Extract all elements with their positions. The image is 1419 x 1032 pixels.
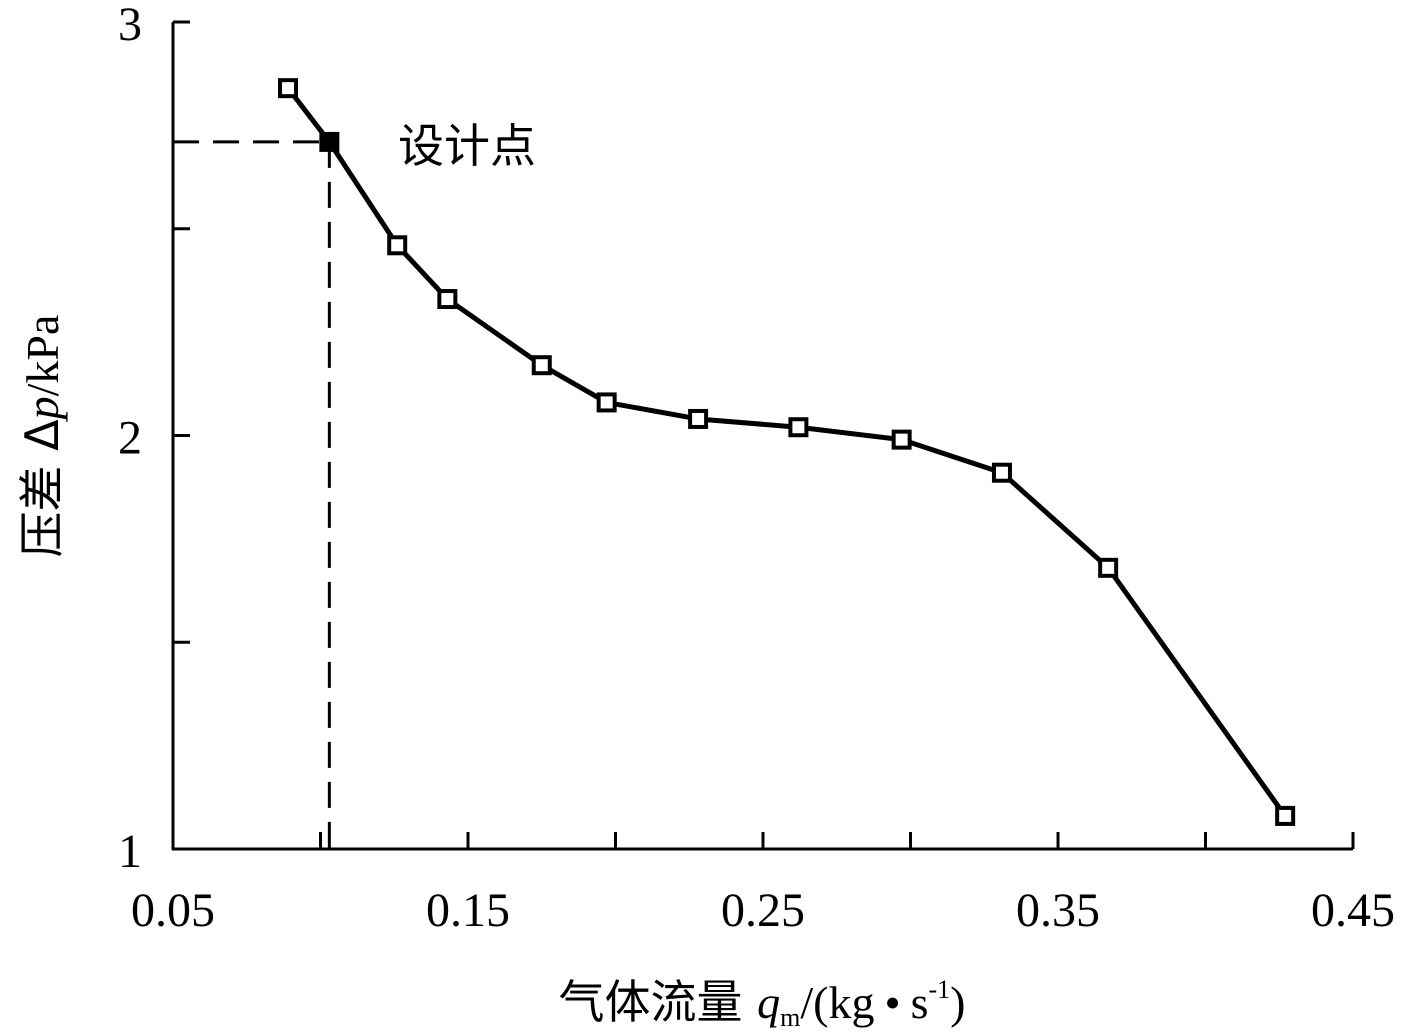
data-point-marker bbox=[596, 392, 617, 413]
x-axis-label: 气体流量 qm/(kg • s-1) bbox=[559, 975, 966, 1032]
data-point-marker bbox=[1098, 557, 1119, 578]
data-point-marker bbox=[991, 462, 1012, 483]
data-series bbox=[278, 78, 1296, 826]
series-line bbox=[286, 86, 1288, 818]
data-point-marker bbox=[437, 289, 458, 310]
x-tick-label: 0.25 bbox=[721, 884, 805, 937]
data-point-marker bbox=[531, 355, 552, 376]
y-axis-label: 压差 Δp/kPa bbox=[15, 315, 69, 558]
axes: 1 2 3 0.05 0.15 0.25 0.35 0.45 bbox=[118, 0, 1395, 937]
data-point-marker bbox=[278, 78, 299, 99]
design-point-annotation: 设计点 bbox=[398, 119, 536, 173]
x-tick-label: 0.45 bbox=[1311, 884, 1395, 937]
design-point-marker bbox=[319, 131, 340, 152]
x-tick-label: 0.05 bbox=[131, 884, 215, 937]
data-point-marker bbox=[788, 417, 809, 438]
data-point-marker bbox=[891, 429, 912, 450]
y-tick-label: 2 bbox=[118, 412, 142, 465]
y-tick-label: 3 bbox=[118, 0, 142, 51]
x-tick-label: 0.15 bbox=[426, 884, 510, 937]
data-point-marker bbox=[1275, 805, 1296, 826]
data-point-marker bbox=[688, 408, 709, 429]
design-point-guides bbox=[173, 140, 331, 849]
data-point-marker bbox=[387, 235, 408, 256]
y-tick-label: 1 bbox=[118, 825, 142, 878]
x-tick-label: 0.35 bbox=[1016, 884, 1100, 937]
